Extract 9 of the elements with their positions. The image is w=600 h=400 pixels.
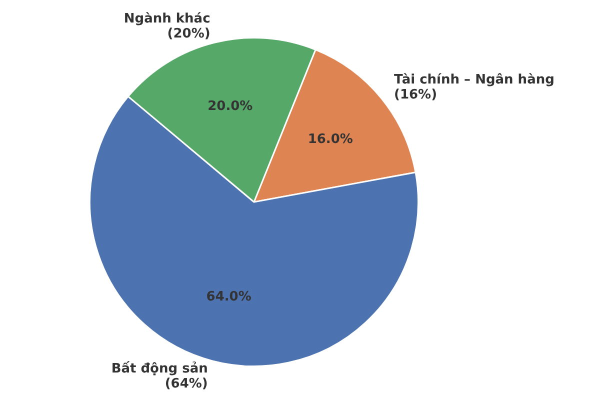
text: (64%)	[164, 376, 208, 392]
data-label: 64.0%	[206, 290, 252, 305]
text: (20%)	[167, 26, 210, 42]
data-label: 20.0%	[208, 98, 253, 114]
slice-label: Ngành khác	[124, 12, 210, 27]
data-label: 16.0%	[308, 132, 353, 148]
slice-label: Tài chính – Ngân hàng	[394, 72, 554, 88]
slice-label: Bất động sản	[111, 360, 208, 377]
text: (16%)	[394, 88, 438, 103]
